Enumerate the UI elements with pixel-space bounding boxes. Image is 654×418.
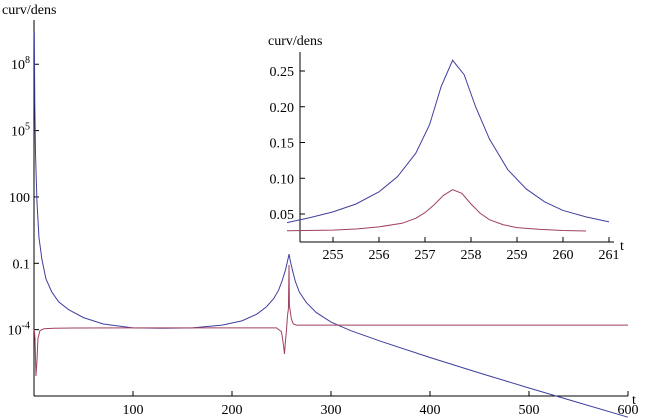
main-y-tick-exponent: -4 <box>22 321 30 332</box>
inset-y-tick-label: 0.25 <box>270 65 295 80</box>
main-x-ticks: 100 200 300 400 500 600 <box>123 391 639 418</box>
inset-x-tick-label: 261 <box>599 248 620 263</box>
inset-series-line-1 <box>286 189 587 232</box>
main-series-line-0 <box>33 31 629 418</box>
inset-series-line-0 <box>286 59 610 224</box>
inset-y-tick-label: 0.05 <box>270 208 295 223</box>
inset-y-tick-label: 0.20 <box>270 101 295 116</box>
main-y-tick-label: 0.1 <box>13 257 31 272</box>
main-series-line-1 <box>33 264 628 377</box>
main-y-tick-label: 10-4 <box>8 321 30 339</box>
inset-plot: curv/dens t 255 256 257 258 259 260 261 0.050.… <box>268 34 624 263</box>
main-y-tick-base: 0.1 <box>13 257 31 272</box>
inset-background <box>296 56 622 242</box>
main-x-axis-title: t <box>632 393 636 408</box>
inset-x-tick-label: 260 <box>553 248 574 263</box>
main-y-tick-exponent: 5 <box>25 122 30 133</box>
inset-x-tick-label: 256 <box>369 248 390 263</box>
inset-x-tick-label: 258 <box>461 248 482 263</box>
main-y-axis-title: curv/dens <box>2 3 56 18</box>
main-y-tick-base: 10 <box>8 324 22 339</box>
main-y-tick-base: 100 <box>9 191 30 206</box>
main-y-tick-base: 10 <box>11 125 25 140</box>
inset-y-tick-label: 0.10 <box>270 172 295 187</box>
main-y-tick-label: 108 <box>11 55 30 73</box>
inset-y-ticks: 0.05 0.10 0.15 0.20 0.25 <box>270 65 305 223</box>
inset-y-tick-label: 0.15 <box>270 137 295 152</box>
main-x-tick-label: 400 <box>420 403 441 418</box>
main-x-tick-label: 500 <box>519 403 540 418</box>
main-y-tick-exponent: 8 <box>25 55 30 66</box>
inset-x-axis-title: t <box>620 239 624 254</box>
main-x-tick-label: 200 <box>222 403 243 418</box>
main-x-tick-label: 100 <box>123 403 144 418</box>
main-x-tick-label: 600 <box>618 403 639 418</box>
inset-x-tick-label: 259 <box>507 248 528 263</box>
main-y-tick-base: 10 <box>11 58 25 73</box>
main-y-tick-label: 105 <box>11 122 30 140</box>
inset-series <box>286 59 610 232</box>
main-series <box>33 31 629 418</box>
inset-x-ticks: 255 256 257 258 259 260 261 <box>323 237 620 263</box>
main-x-tick-label: 300 <box>321 403 342 418</box>
main-plot: curv/dens t 100 200 300 400 500 600 10-40.110… <box>2 3 639 418</box>
inset-x-tick-label: 257 <box>415 248 436 263</box>
inset-y-axis-title: curv/dens <box>268 34 322 49</box>
inset-x-tick-label: 255 <box>323 248 344 263</box>
main-y-tick-label: 100 <box>9 191 30 206</box>
